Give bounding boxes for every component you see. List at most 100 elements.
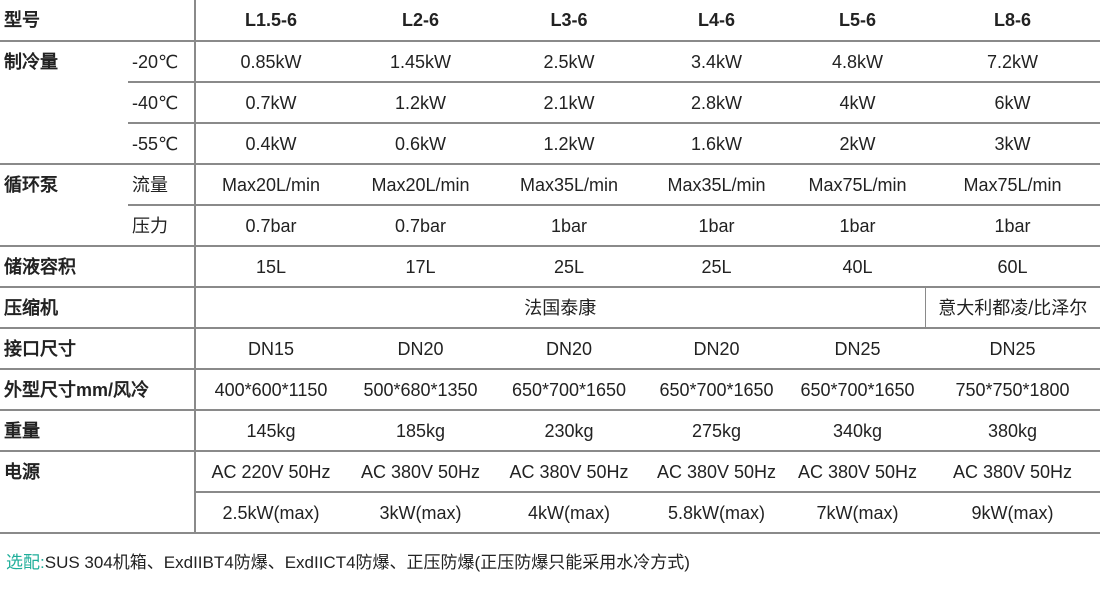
spec-cell: Max75L/min: [790, 164, 925, 206]
spec-cell: 750*750*1800: [925, 369, 1100, 411]
spec-cell: Max20L/min: [346, 164, 495, 206]
spec-row: 重量 145kg 185kg 230kg 275kg 340kg 380kg: [0, 410, 1100, 452]
row-sublabel: 压力: [128, 205, 195, 247]
spec-row: -55℃ 0.4kW 0.6kW 1.2kW 1.6kW 2kW 3kW: [0, 123, 1100, 165]
spec-row: 外型尺寸mm/风冷 400*600*1150 500*680*1350 650*700…: [0, 369, 1100, 411]
row-sublabel: -40℃: [128, 82, 195, 124]
spec-body: 制冷量 -20℃ 0.85kW 1.45kW 2.5kW 3.4kW 4.8kW 7.2kW -…: [0, 41, 1100, 534]
spec-row: 循环泵 流量 Max20L/min Max20L/min Max35L/min Max35…: [0, 164, 1100, 247]
spec-cell: AC 380V 50Hz: [790, 451, 925, 493]
row-label: 接口尺寸: [0, 328, 195, 370]
spec-cell: DN25: [790, 328, 925, 370]
spec-cell: Max20L/min: [194, 164, 346, 206]
spec-cell: AC 380V 50Hz: [643, 451, 790, 493]
spec-row: 压缩机 法国泰康 意大利都凌/比泽尔: [0, 287, 1100, 329]
spec-cell: AC 380V 50Hz: [495, 451, 643, 493]
spec-cell: 650*700*1650: [495, 369, 643, 411]
spec-cell: 4kW: [790, 82, 925, 124]
spec-cell: 380kg: [925, 410, 1100, 452]
spec-cell: 0.7bar: [194, 205, 346, 247]
model-name: L5-6: [790, 0, 925, 42]
spec-cell: Max35L/min: [495, 164, 643, 206]
spec-row: 储液容积 15L 17L 25L 25L 40L 60L: [0, 246, 1100, 288]
spec-cell: 1bar: [925, 205, 1100, 247]
options-tag: 选配:: [6, 553, 45, 572]
spec-cell: 650*700*1650: [790, 369, 925, 411]
spec-cell: 25L: [643, 246, 790, 288]
spec-cell: 5.8kW(max): [643, 492, 790, 534]
spec-cell: 2.5kW(max): [194, 492, 346, 534]
spec-cell: 145kg: [194, 410, 346, 452]
spec-cell: 2.1kW: [495, 82, 643, 124]
row-sublabel: -20℃: [128, 41, 195, 83]
spec-cell: Max75L/min: [925, 164, 1100, 206]
spec-cell: AC 380V 50Hz: [346, 451, 495, 493]
spec-cell: DN20: [495, 328, 643, 370]
spec-cell: 1.2kW: [495, 123, 643, 165]
spec-cell: 17L: [346, 246, 495, 288]
spec-cell: 2.5kW: [495, 41, 643, 83]
spec-cell: 230kg: [495, 410, 643, 452]
spec-cell: 0.7bar: [346, 205, 495, 247]
spec-row: -40℃ 0.7kW 1.2kW 2.1kW 2.8kW 4kW 6kW: [0, 82, 1100, 124]
spec-cell: 2kW: [790, 123, 925, 165]
spec-cell: 1bar: [790, 205, 925, 247]
spec-cell: 275kg: [643, 410, 790, 452]
model-name: L1.5-6: [194, 0, 346, 42]
header-row: 型号 L1.5-6 L2-6 L3-6 L4-6 L5-6 L8-6: [0, 0, 1100, 42]
spec-cell: 0.7kW: [194, 82, 346, 124]
spec-cell: 4kW(max): [495, 492, 643, 534]
spec-cell: Max35L/min: [643, 164, 790, 206]
spec-row: 电源 AC 220V 50Hz AC 380V 50Hz AC 380V 50Hz AC…: [0, 451, 1100, 534]
options-footnote: 选配:SUS 304机箱、ExdIIBT4防爆、ExdIICT4防爆、正压防爆(…: [6, 552, 690, 574]
spec-cell: 0.85kW: [194, 41, 346, 83]
spec-cell: 0.6kW: [346, 123, 495, 165]
row-sublabel: 流量: [128, 164, 195, 206]
spec-cell: DN20: [643, 328, 790, 370]
spec-cell: 1.6kW: [643, 123, 790, 165]
model-name: L3-6: [495, 0, 643, 42]
model-name: L8-6: [925, 0, 1100, 42]
spec-cell: 340kg: [790, 410, 925, 452]
spec-cell: 650*700*1650: [643, 369, 790, 411]
row-label: 制冷量: [0, 41, 128, 165]
row-label: 重量: [0, 410, 195, 452]
row-label: 储液容积: [0, 246, 195, 288]
options-text: SUS 304机箱、ExdIIBT4防爆、ExdIICT4防爆、正压防爆(正压防…: [44, 553, 690, 572]
spec-cell: 6kW: [925, 82, 1100, 124]
spec-cell: 0.4kW: [194, 123, 346, 165]
spec-cell: AC 220V 50Hz: [194, 451, 346, 493]
spec-row: 接口尺寸 DN15 DN20 DN20 DN20 DN25 DN25: [0, 328, 1100, 370]
spec-cell: 意大利都凌/比泽尔: [924, 287, 1100, 329]
spec-cell: 1.45kW: [346, 41, 495, 83]
spec-cell: 25L: [495, 246, 643, 288]
spec-cell: 法国泰康: [194, 287, 925, 329]
row-label: 电源: [0, 451, 195, 534]
spec-cell: 1bar: [495, 205, 643, 247]
spec-cell: 15L: [194, 246, 346, 288]
spec-cell: DN20: [346, 328, 495, 370]
spec-cell: 7kW(max): [790, 492, 925, 534]
spec-cell: 3.4kW: [643, 41, 790, 83]
row-sublabel: -55℃: [128, 123, 195, 165]
row-label: 循环泵: [0, 164, 128, 247]
spec-row: 压力 0.7bar 0.7bar 1bar 1bar 1bar 1bar: [0, 205, 1100, 247]
spec-cell: AC 380V 50Hz: [925, 451, 1100, 493]
spec-table: 型号 L1.5-6 L2-6 L3-6 L4-6 L5-6 L8-6 制冷量 -2…: [0, 0, 1100, 534]
spec-cell: DN25: [925, 328, 1100, 370]
row-label: 外型尺寸mm/风冷: [0, 369, 195, 411]
spec-cell: 400*600*1150: [194, 369, 346, 411]
model-name: L4-6: [643, 0, 790, 42]
spec-row: 2.5kW(max) 3kW(max) 4kW(max) 5.8kW(max) 7kW(…: [0, 492, 1100, 534]
spec-cell: 7.2kW: [925, 41, 1100, 83]
spec-cell: 1bar: [643, 205, 790, 247]
model-name: L2-6: [346, 0, 495, 42]
spec-cell: DN15: [194, 328, 346, 370]
spec-cell: 500*680*1350: [346, 369, 495, 411]
model-label: 型号: [0, 0, 195, 42]
spec-cell: 60L: [925, 246, 1100, 288]
spec-row: 制冷量 -20℃ 0.85kW 1.45kW 2.5kW 3.4kW 4.8kW 7.2kW: [0, 41, 1100, 165]
spec-cell: 4.8kW: [790, 41, 925, 83]
spec-cell: 1.2kW: [346, 82, 495, 124]
spec-cell: 185kg: [346, 410, 495, 452]
